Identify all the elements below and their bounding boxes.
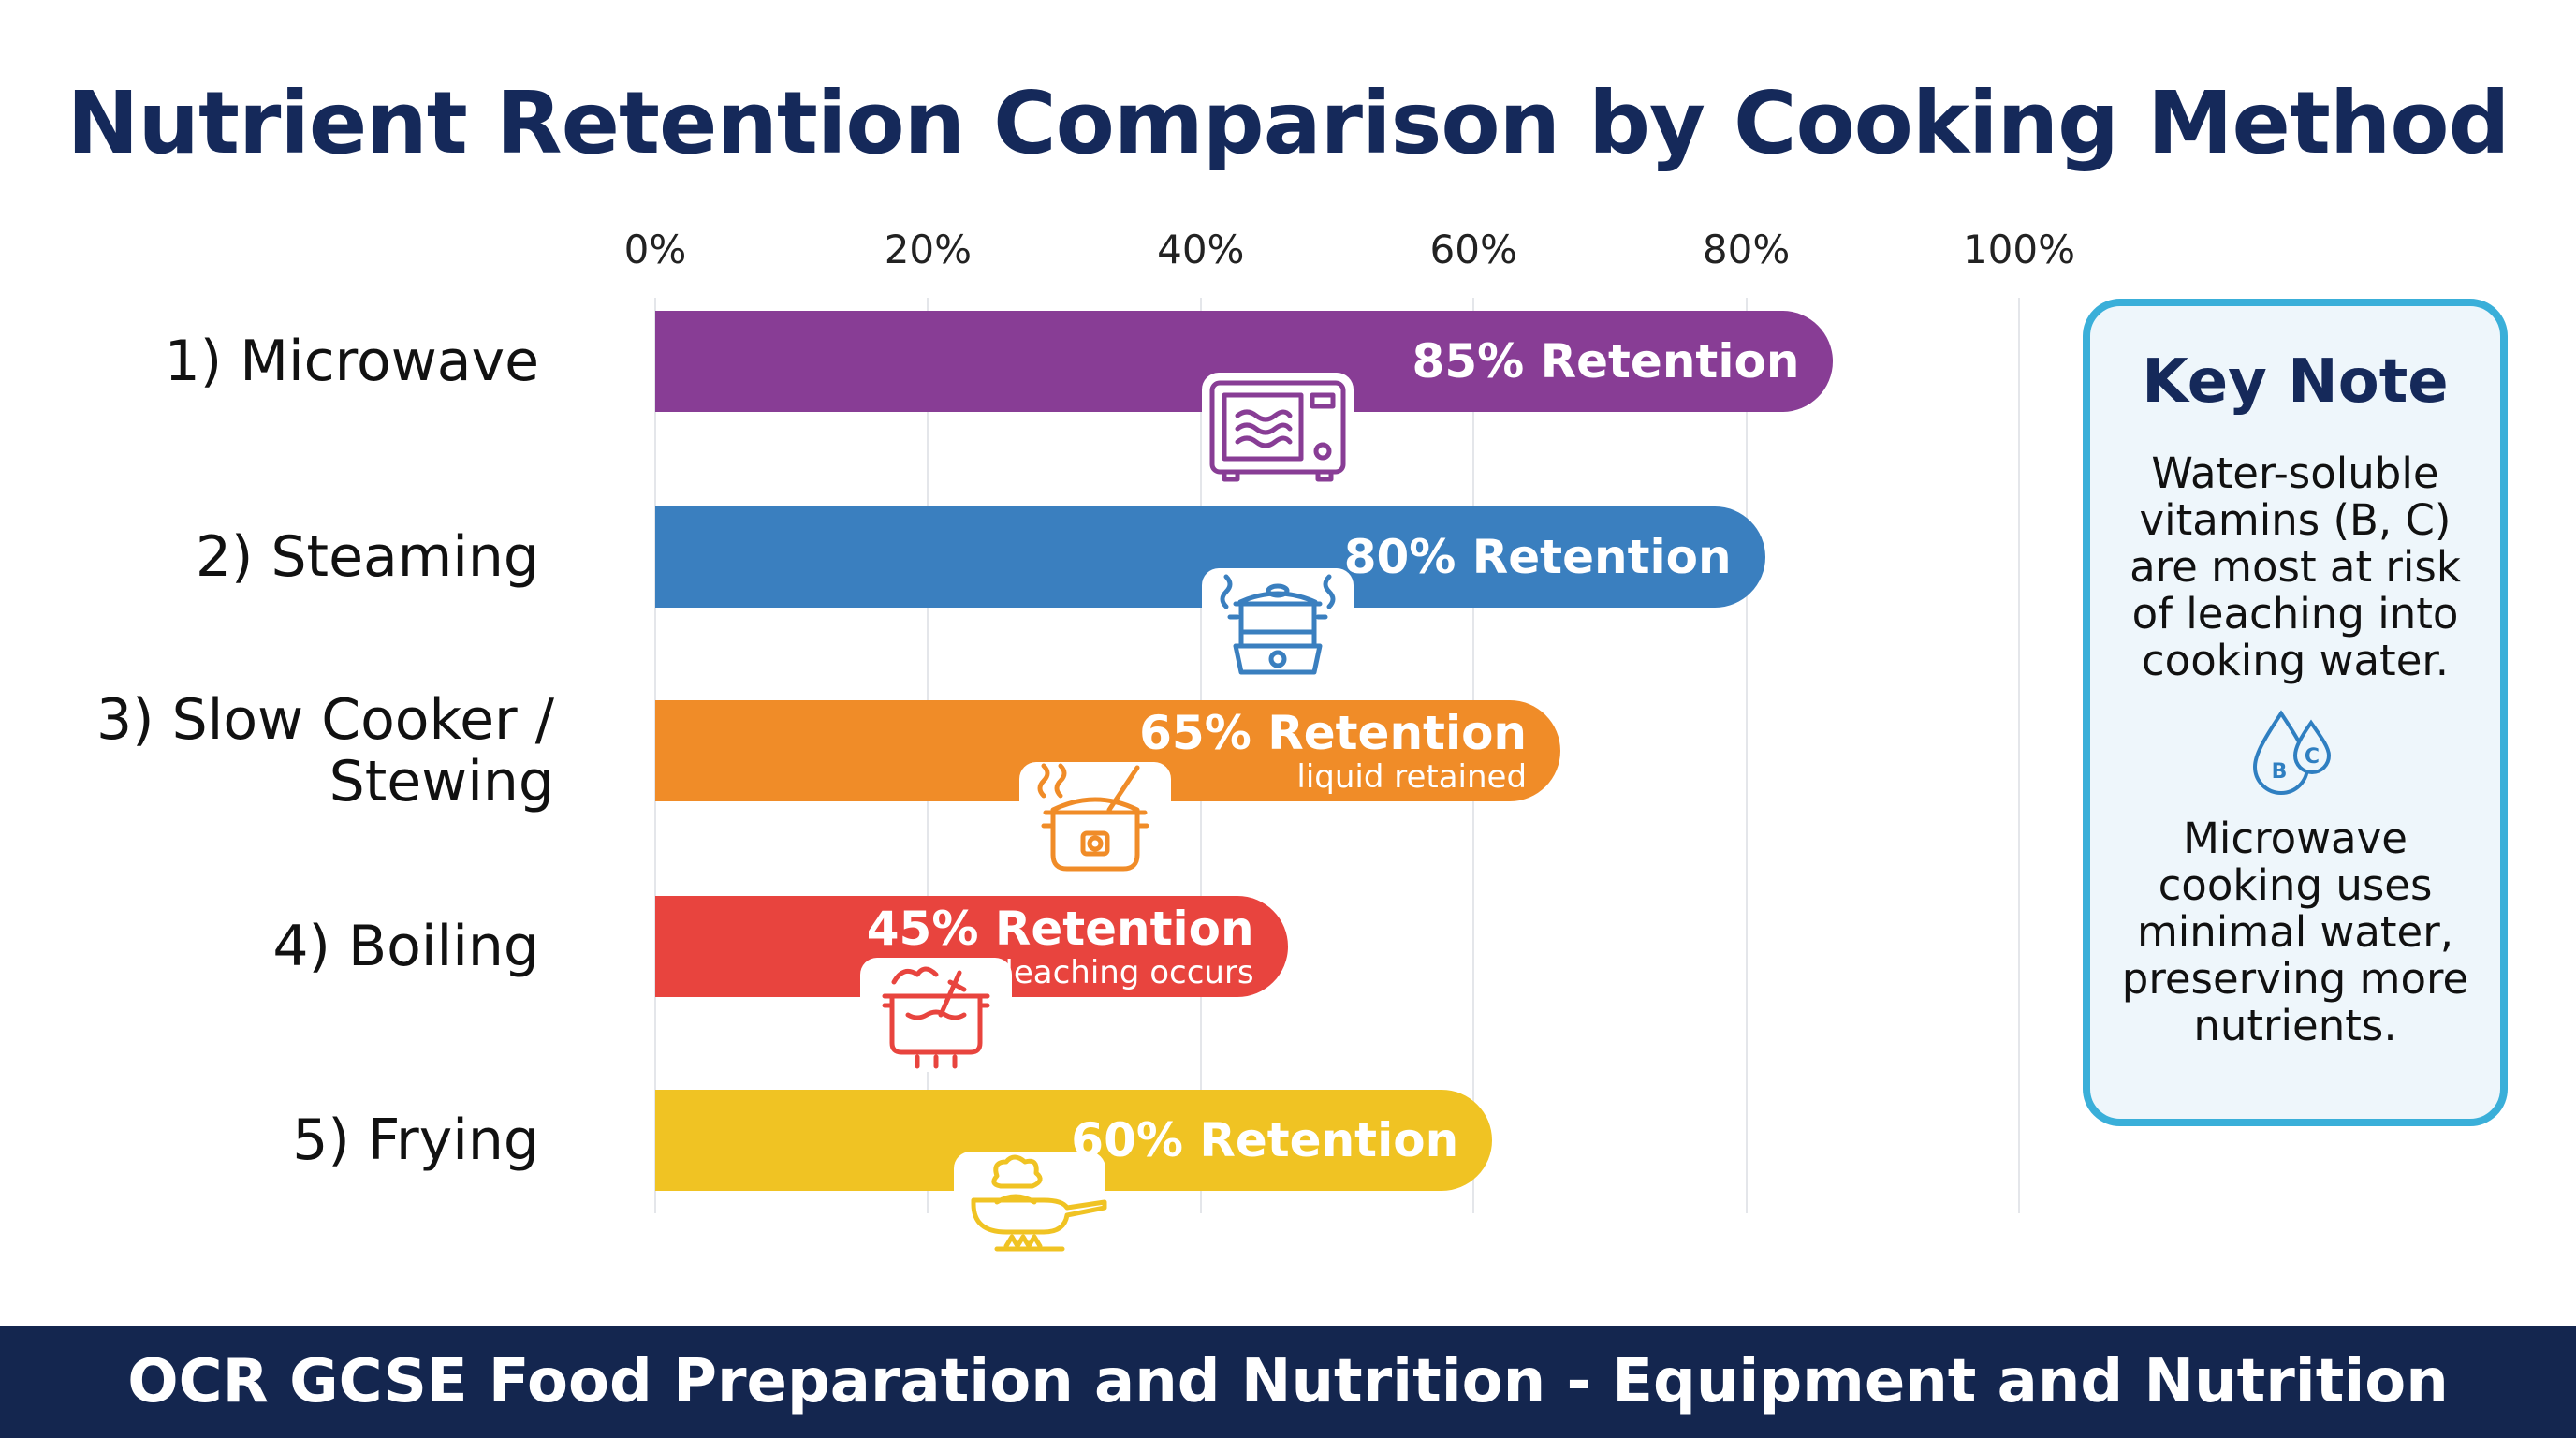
x-tick-label: 0%	[623, 227, 687, 272]
key-note-text-1: Water-soluble vitamins (B, C) are most a…	[2130, 448, 2461, 685]
bar-value-label: 60% Retention	[1071, 1113, 1459, 1167]
category-label: 5) Frying	[292, 1108, 539, 1173]
bar-data-label: 65% Retention liquid retained	[1139, 700, 1527, 801]
gridline	[1745, 298, 1748, 1213]
bar-sub-label: leaching occurs	[1004, 954, 1254, 991]
category-label: 2) Steaming	[195, 524, 539, 590]
bar-value-label: 85% Retention	[1412, 334, 1800, 389]
x-tick-label: 100%	[1962, 227, 2076, 272]
bar-2: 80% Retention	[655, 506, 1765, 608]
vitamin-b-letter: B	[2272, 760, 2288, 784]
x-tick-label: 80%	[1702, 227, 1791, 272]
category-label: 4) Boiling	[272, 914, 539, 979]
gridline	[2018, 298, 2020, 1213]
bar-data-label: 85% Retention	[1412, 311, 1800, 412]
bar-value-label: 65% Retention	[1139, 706, 1528, 760]
bar-sub-label: liquid retained	[1296, 758, 1528, 796]
bar-chart: 0% 20% 40% 60% 80% 100% 1) Microwave 85% Retent…	[95, 227, 2076, 1266]
x-tick-label: 60%	[1429, 227, 1517, 272]
steamer-icon	[1202, 568, 1354, 682]
x-tick-label: 20%	[884, 227, 973, 272]
vitamin-c-letter: C	[2305, 745, 2320, 769]
x-tick-label: 40%	[1157, 227, 1245, 272]
category-label: 3) Slow Cooker / Stewing	[95, 687, 554, 814]
bar-value-label: 45% Retention	[866, 902, 1254, 956]
bar-data-label: 80% Retention	[1344, 506, 1732, 608]
vitamin-drops-icon: B C	[2252, 710, 2332, 795]
category-label: 1) Microwave	[164, 329, 539, 394]
frying-pan-icon	[954, 1152, 1107, 1266]
microwave-icon	[1202, 373, 1354, 487]
bar-data-label: 45% Retention leaching occurs	[867, 896, 1254, 997]
bar-3: 65% Retention liquid retained	[655, 700, 1561, 801]
bar-data-label: 60% Retention	[1071, 1090, 1458, 1191]
footer-banner: OCR GCSE Food Preparation and Nutrition …	[0, 1326, 2576, 1438]
slow-cooker-icon	[1019, 762, 1171, 876]
key-note-text-2: Microwave cooking uses minimal water, pr…	[2121, 814, 2469, 1050]
bar-value-label: 80% Retention	[1343, 530, 1732, 584]
key-note-title: Key Note	[2142, 347, 2449, 417]
boiling-pot-icon	[860, 958, 1012, 1072]
bar-1: 85% Retention	[655, 311, 1834, 412]
chart-title: Nutrient Retention Comparison by Cooking…	[66, 73, 2510, 173]
key-note-box: Key Note Water-soluble vitamins (B, C) a…	[2083, 299, 2508, 1126]
